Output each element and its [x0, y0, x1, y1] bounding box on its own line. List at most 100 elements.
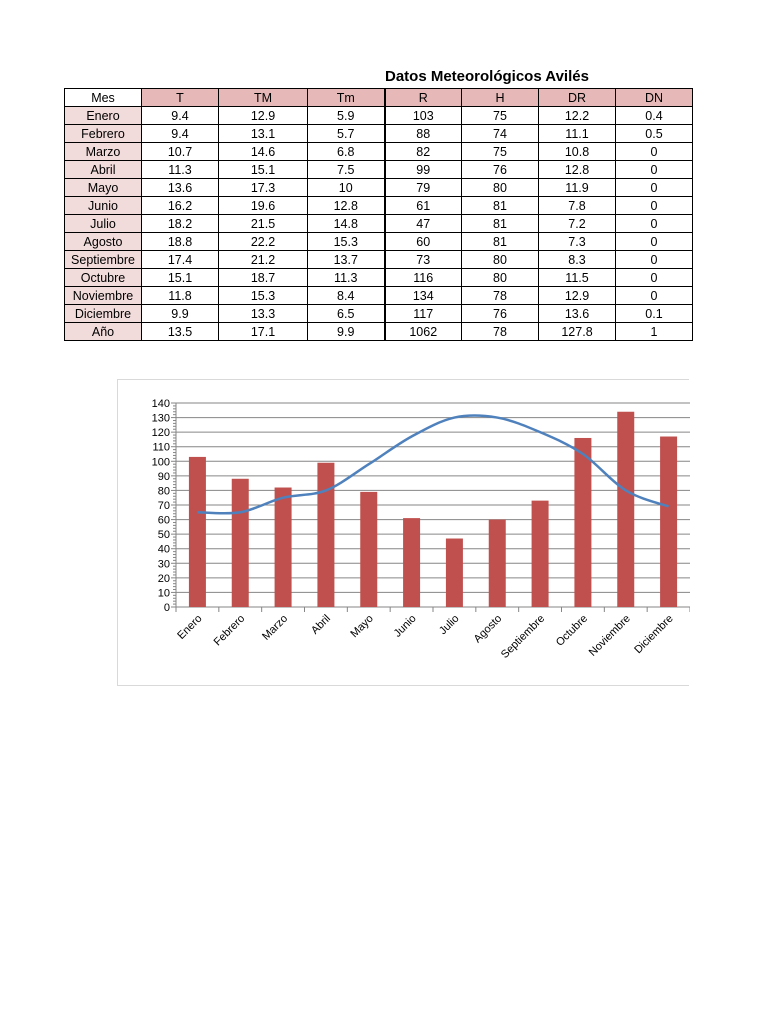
row-label: Septiembre	[64, 250, 142, 269]
table-cell: 12.9	[218, 106, 308, 125]
table-cell: 60	[384, 232, 462, 251]
table-cell: 15.3	[218, 286, 308, 305]
table-row: Septiembre 17.4 21.2 13.7 73 80 8.3 0	[64, 250, 693, 269]
row-label: Enero	[64, 106, 142, 125]
table-cell: 88	[384, 124, 462, 143]
table-cell: 16.2	[141, 196, 219, 215]
table-cell: 0.5	[615, 124, 693, 143]
table-cell: 11.9	[538, 178, 616, 197]
table-cell: 76	[461, 304, 539, 323]
table-cell: 78	[461, 322, 539, 341]
table-cell: 17.3	[218, 178, 308, 197]
table-cell: 10.8	[538, 142, 616, 161]
table-row: Agosto 18.8 22.2 15.3 60 81 7.3 0	[64, 232, 693, 251]
table-cell: 15.1	[141, 268, 219, 287]
table-cell: 9.4	[141, 124, 219, 143]
table-cell: 0	[615, 286, 693, 305]
table-cell: 1	[615, 322, 693, 341]
table-row: Abril 11.3 15.1 7.5 99 76 12.8 0	[64, 160, 693, 179]
table-cell: 82	[384, 142, 462, 161]
table-row: Octubre 15.1 18.7 11.3 116 80 11.5 0	[64, 268, 693, 287]
table-cell: 5.7	[307, 124, 386, 143]
y-tick-label: 140	[152, 398, 170, 410]
table-cell: 11.1	[538, 124, 616, 143]
table-cell: 80	[461, 268, 539, 287]
row-label: Noviembre	[64, 286, 142, 305]
table-row: Julio 18.2 21.5 14.8 47 81 7.2 0	[64, 214, 693, 233]
x-tick-label: Septiembre	[499, 613, 547, 661]
table-cell: 80	[461, 178, 539, 197]
table-cell: 11.3	[141, 160, 219, 179]
table-cell: 13.1	[218, 124, 308, 143]
table-cell: 0.4	[615, 106, 693, 125]
table-cell: 47	[384, 214, 462, 233]
table-cell: 0	[615, 142, 693, 161]
x-tick-label: Febrero	[212, 613, 248, 649]
table-header-row: Mes T TM Tm R H DR DN	[64, 88, 693, 107]
table-cell: 0	[615, 160, 693, 179]
table-cell: 116	[384, 268, 462, 287]
table-cell: 15.1	[218, 160, 308, 179]
x-tick-label: Enero	[175, 613, 204, 642]
row-label: Diciembre	[64, 304, 142, 323]
column-header: H	[461, 88, 539, 107]
row-label: Marzo	[64, 142, 142, 161]
table-cell: 7.5	[307, 160, 386, 179]
y-tick-label: 30	[158, 558, 170, 570]
table-cell: 75	[461, 142, 539, 161]
column-header: TM	[218, 88, 308, 107]
column-header: Tm	[307, 88, 386, 107]
table-cell: 80	[461, 250, 539, 269]
table-row: Mayo 13.6 17.3 10 79 80 11.9 0	[64, 178, 693, 197]
table-cell: 9.4	[141, 106, 219, 125]
row-label: Julio	[64, 214, 142, 233]
y-tick-label: 20	[158, 573, 170, 585]
y-tick-label: 100	[152, 456, 170, 468]
table-cell: 18.8	[141, 232, 219, 251]
table-cell: 0	[615, 178, 693, 197]
table-cell: 12.8	[538, 160, 616, 179]
x-tick-label: Abril	[309, 613, 333, 637]
table-cell: 8.4	[307, 286, 386, 305]
table-cell: 6.5	[307, 304, 386, 323]
table-cell: 10.7	[141, 142, 219, 161]
table-row: Febrero 9.4 13.1 5.7 88 74 11.1 0.5	[64, 124, 693, 143]
x-tick-label: Agosto	[472, 613, 505, 646]
table-cell: 9.9	[141, 304, 219, 323]
table-cell: 18.2	[141, 214, 219, 233]
table-row: Noviembre 11.8 15.3 8.4 134 78 12.9 0	[64, 286, 693, 305]
y-tick-label: 130	[152, 413, 170, 425]
table-cell: 134	[384, 286, 462, 305]
table-cell: 14.6	[218, 142, 308, 161]
table-cell: 13.7	[307, 250, 386, 269]
x-tick-label: Marzo	[260, 613, 290, 643]
table-cell: 6.8	[307, 142, 386, 161]
x-tick-label: Junio	[392, 613, 419, 640]
column-header: DR	[538, 88, 616, 107]
bar	[231, 478, 249, 607]
table-cell: 81	[461, 232, 539, 251]
column-header: R	[384, 88, 462, 107]
bar	[317, 462, 335, 607]
row-label: Abril	[64, 160, 142, 179]
table-cell: 99	[384, 160, 462, 179]
table-cell: 11.8	[141, 286, 219, 305]
x-tick-label: Octubre	[554, 613, 590, 649]
y-tick-label: 0	[164, 602, 170, 614]
table-cell: 5.9	[307, 106, 386, 125]
x-tick-label: Julio	[437, 613, 461, 637]
bar	[360, 491, 378, 607]
bar	[617, 411, 635, 607]
table-cell: 1062	[384, 322, 462, 341]
page-title: Datos Meteorológicos Avilés	[385, 68, 589, 85]
chart-area: 0 10 20 30 40 50 60 70 80 90 100 110 120 130 140 Enero F…	[117, 379, 690, 686]
table-cell: 74	[461, 124, 539, 143]
y-tick-label: 60	[158, 515, 170, 527]
table-cell: 13.3	[218, 304, 308, 323]
table-cell: 13.5	[141, 322, 219, 341]
bar	[188, 456, 206, 607]
x-tick-label: Noviembre	[587, 613, 633, 659]
column-header: DN	[615, 88, 693, 107]
table-cell: 81	[461, 196, 539, 215]
table-cell: 17.4	[141, 250, 219, 269]
